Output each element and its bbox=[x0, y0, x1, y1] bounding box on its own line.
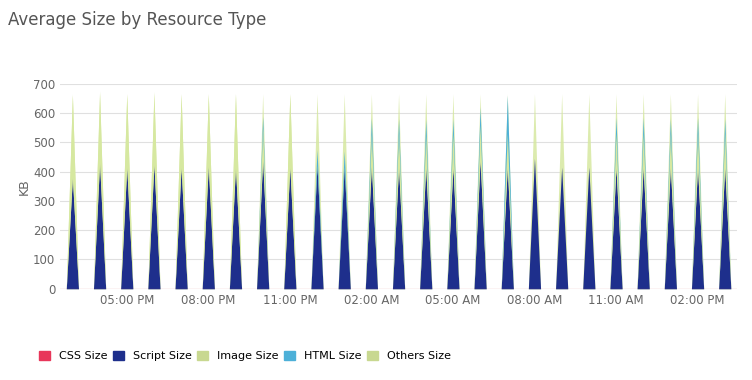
Text: Average Size by Resource Type: Average Size by Resource Type bbox=[8, 11, 266, 29]
Legend: CSS Size, Script Size, Image Size, HTML Size, Others Size: CSS Size, Script Size, Image Size, HTML … bbox=[38, 351, 451, 361]
Y-axis label: KB: KB bbox=[17, 178, 30, 195]
